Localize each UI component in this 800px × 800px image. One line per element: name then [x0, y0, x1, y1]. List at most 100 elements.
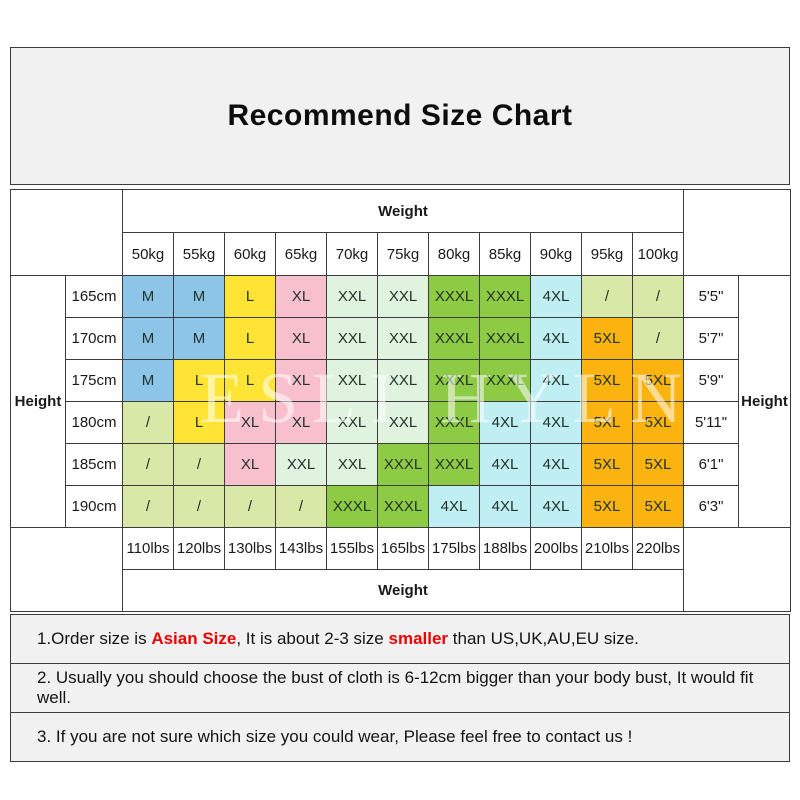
note-1-highlight: Asian Size — [151, 629, 237, 648]
height-ft-label: 6'1" — [683, 443, 740, 486]
size-cell: XXXL — [326, 485, 378, 528]
size-cell: XXL — [326, 443, 378, 486]
weight-lbs-header: 130lbs — [224, 527, 276, 570]
title-box: Recommend Size Chart — [10, 47, 790, 185]
weight-kg-header: 95kg — [581, 232, 633, 276]
size-cell: XXL — [326, 317, 378, 360]
size-cell: XXXL — [377, 485, 429, 528]
table-row: 190cm / / / / XXXL XXXL 4XL 4XL 4XL 5XL 5XL 6'3" — [11, 485, 791, 528]
table-row: 180cm / L XL XL XXL XXL XXXL 4XL 4XL 5XL 5XL 5'11" — [11, 401, 791, 444]
height-cm-label: 165cm — [65, 275, 123, 318]
size-cell: 5XL — [631, 401, 685, 444]
size-cell: / — [631, 275, 685, 318]
size-cell: 5XL — [581, 485, 633, 528]
weight-kg-header: 75kg — [377, 232, 429, 276]
size-cell: XXL — [275, 443, 327, 486]
size-cell: L — [224, 317, 276, 360]
weight-lbs-header: 155lbs — [326, 527, 378, 570]
size-cell: M — [122, 317, 174, 360]
page-title: Recommend Size Chart — [227, 99, 573, 132]
size-cell: M — [122, 359, 174, 402]
size-cell: XXL — [377, 317, 429, 360]
size-cell: 5XL — [631, 359, 685, 402]
table-row: 110lbs 120lbs 130lbs 143lbs 155lbs 165lbs 175l… — [10, 527, 792, 612]
height-cm-label: 180cm — [65, 401, 123, 444]
weight-kg-header: 90kg — [530, 232, 582, 276]
size-cell: XXXL — [428, 275, 480, 318]
size-cell: XL — [275, 317, 327, 360]
corner-cell-bottom-right — [683, 527, 792, 612]
weight-kg-header: 65kg — [275, 232, 327, 276]
corner-cell-bottom-left — [10, 527, 123, 612]
height-cm-label: 170cm — [65, 317, 123, 360]
corner-cell-top-right — [683, 189, 792, 276]
size-cell: / — [122, 401, 174, 444]
note-1-segment: than US,UK,AU,EU size. — [448, 629, 639, 648]
height-cm-label: 190cm — [65, 485, 123, 528]
size-cell: XL — [224, 401, 276, 444]
size-cell: M — [173, 275, 225, 318]
size-cell: 4XL — [479, 485, 531, 528]
size-cell: XXXL — [479, 275, 531, 318]
size-cell: / — [275, 485, 327, 528]
size-cell: 5XL — [581, 401, 633, 444]
table-row: Weight — [11, 569, 791, 612]
weight-lbs-header: 143lbs — [275, 527, 327, 570]
size-cell: 4XL — [530, 359, 582, 402]
weight-lbs-header: 110lbs — [122, 527, 174, 570]
size-cell: / — [581, 275, 633, 318]
height-ft-label: 5'7" — [683, 317, 740, 360]
size-cell: 4XL — [530, 317, 582, 360]
size-cell: XXL — [326, 275, 378, 318]
height-cm-label: 175cm — [65, 359, 123, 402]
note-2-text: 2. Usually you should choose the bust of… — [37, 668, 754, 707]
note-2: 2. Usually you should choose the bust of… — [10, 663, 790, 713]
table-row: 185cm / / XL XXL XXL XXXL XXXL 4XL 4XL 5XL 5XL 6'1" — [11, 443, 791, 486]
height-ft-label: 5'11" — [683, 401, 740, 444]
weight-lbs-header: 120lbs — [173, 527, 225, 570]
weight-label-bottom: Weight — [121, 569, 685, 612]
size-cell: 4XL — [479, 443, 531, 486]
size-cell: M — [122, 275, 174, 318]
table-row: 50kg 55kg 60kg 65kg 70kg 75kg 80kg 85kg 90kg 95kg… — [11, 232, 791, 276]
size-cell: 5XL — [631, 443, 685, 486]
size-cell: 4XL — [530, 401, 582, 444]
height-ft-label: 5'5" — [683, 275, 740, 318]
note-3-text: 3. If you are not sure which size you co… — [37, 727, 633, 746]
weight-kg-header: 55kg — [173, 232, 225, 276]
size-cell: XXXL — [479, 359, 531, 402]
note-1-highlight: smaller — [388, 629, 449, 648]
weight-kg-header: 80kg — [428, 232, 480, 276]
weight-kg-header: 85kg — [479, 232, 531, 276]
weight-lbs-header: 165lbs — [377, 527, 429, 570]
height-cm-label: 185cm — [65, 443, 123, 486]
size-cell: 5XL — [581, 443, 633, 486]
table-row: Weight — [10, 189, 792, 276]
size-cell: / — [631, 317, 685, 360]
size-cell: XXXL — [428, 359, 480, 402]
note-1-segment: 1.Order size is — [37, 629, 152, 648]
weight-label-top: Weight — [121, 189, 685, 233]
size-cell: / — [173, 443, 225, 486]
size-cell: XL — [275, 359, 327, 402]
size-cell: L — [224, 359, 276, 402]
note-1-segment: , It is about 2-3 size — [236, 629, 389, 648]
size-table-body: Weight 50kg 55kg 60kg 65kg 70kg 75kg 80kg 85kg 90… — [10, 189, 792, 612]
height-label-left: Height — [10, 275, 66, 528]
size-cell: XXXL — [479, 317, 531, 360]
size-cell: L — [173, 401, 225, 444]
size-cell: / — [173, 485, 225, 528]
size-cell: / — [122, 443, 174, 486]
weight-kg-header: 60kg — [224, 232, 276, 276]
size-cell: L — [224, 275, 276, 318]
weight-lbs-header: 220lbs — [631, 527, 685, 570]
note-3: 3. If you are not sure which size you co… — [10, 712, 790, 762]
size-cell: XL — [224, 443, 276, 486]
size-cell: 4XL — [479, 401, 531, 444]
size-cell: 4XL — [428, 485, 480, 528]
size-cell: XL — [275, 275, 327, 318]
size-cell: XXL — [377, 401, 429, 444]
size-chart-page: Recommend Size Chart Weight 50kg 55kg 60kg 6… — [10, 0, 792, 762]
size-cell: XXL — [326, 401, 378, 444]
size-cell: 4XL — [530, 443, 582, 486]
